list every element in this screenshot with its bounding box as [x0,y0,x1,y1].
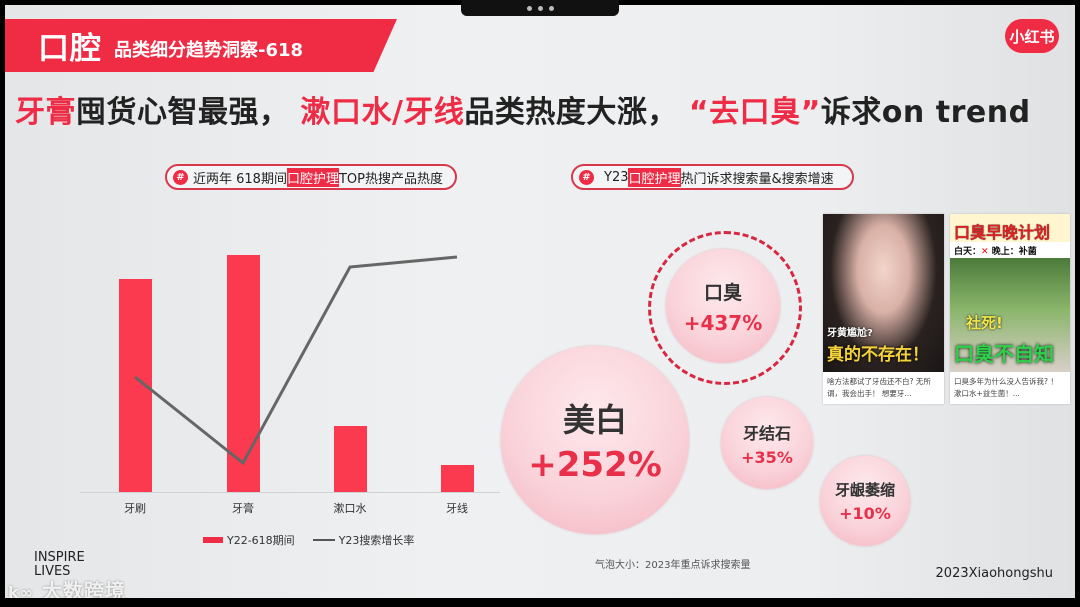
watermark-logo-icon: k∞ [8,583,34,598]
tag-text: TOP热搜产品热度 [338,171,443,187]
post-caption: 啥方法都试了牙齿还不白? 无所谓，我会出手！ 想要牙... [827,377,931,398]
inspire-text: INSPIRE [34,550,85,565]
x-tick-label: 牙刷 [124,502,146,515]
overlay-text: 真的不存在！ [827,345,929,365]
bar-line-chart: 牙刷 牙膏 漱口水 牙线 [80,240,500,515]
tag-text: 热门诉求搜索量&搜索增速 [680,171,834,187]
x-tick-label: 牙线 [446,502,468,515]
headline-text: 诉求on trend [820,95,1031,130]
watermark: k∞ 大数跨境 [8,575,126,598]
bubble-label: 牙龈萎缩 [834,481,895,499]
tag-text: Y23 [604,169,629,185]
legend-label: Y23搜索增长率 [338,534,415,547]
bar-1 [227,255,260,492]
headline-highlight: “去口臭” [688,95,821,130]
bubble-whitening: 美白 +252% [501,346,689,534]
bar-2 [334,426,367,492]
headline-highlight: 漱口水/牙线 [300,95,465,130]
post-caption: 口臭多年为什么没人告诉我? ！ 漱口水+益生菌！... [954,377,1058,398]
x-tick-label: 漱口水 [333,502,367,515]
brand-footer: 2023Xiaohongshu [935,566,1053,581]
overlay-text: 社死! [966,314,1003,332]
overlay-text: 口臭早晚计划 [954,223,1051,242]
hashtag-icon: # [173,169,188,185]
xiaohongshu-logo: 小红书 [1005,19,1059,53]
banner-subtitle: 品类细分趋势洞察-618 [114,39,304,61]
bubble-value: +10% [839,504,891,523]
chart-legend: Y22-618期间 Y23搜索增长率 [203,532,414,548]
bubble-bad-breath: 口臭 +437% [666,249,780,363]
x-axis-line [80,492,500,493]
bubble-value: +35% [741,447,793,467]
post-thumbnail[interactable]: 牙黄尴尬? 真的不存在！ 啥方法都试了牙齿还不白? 无所谓，我会出手！ 想要牙.… [823,214,944,404]
window-notch [461,0,619,16]
post-image [950,214,1070,372]
headline-text: 品类热度大涨， [464,95,678,130]
bubble-label: 口臭 [703,281,742,304]
post-thumbnail[interactable]: 口臭早晚计划 白天：✕ 晚上：补菌 社死! 口臭不自知 口臭多年为什么没人告诉我… [950,214,1070,404]
watermark-text: 大数跨境 [41,579,126,598]
bar-3 [441,465,474,492]
overlay-text: 口臭不自知 [954,342,1054,366]
growth-line [134,255,458,466]
bubble-size-footnote: 气泡大小：2023年重点诉求搜索量 [595,560,751,571]
overlay-text: 牙黄尴尬? [827,328,873,339]
bubble-label: 美白 [562,401,627,439]
legend-label: Y22-618期间 [227,534,295,547]
bubble-label: 牙结石 [742,423,791,443]
bubble-tartar: 牙结石 +35% [721,397,813,489]
title-banner: 口腔 品类细分趋势洞察-618 [5,19,397,72]
headline-highlight: 牙膏 [15,95,76,130]
bubble-value: +437% [683,310,763,335]
slide: 口腔 品类细分趋势洞察-618 小红书 牙膏囤货心智最强， 漱口水/牙线品类热度… [5,5,1075,598]
banner-title: 口腔 [38,31,102,67]
hashtag-icon: # [579,169,594,185]
legend-line-swatch [312,539,335,541]
overlay-day: 白天： [954,247,982,257]
bubble-value: +252% [528,445,662,485]
tag-highlight: 口腔护理 [286,167,339,187]
post-image [823,214,944,372]
left-chart-tag: # 近两年 618期间 口腔护理 TOP热搜产品热度 [165,164,457,190]
tag-highlight: 口腔护理 [628,167,681,187]
headline: 牙膏囤货心智最强， 漱口水/牙线品类热度大涨， “去口臭”诉求on trend [15,87,1031,131]
overlay-night: 晚上：补菌 [991,247,1037,257]
overlay-text: 白天：✕ 晚上：补菌 [954,247,1037,257]
inspire-lives: INSPIRE LIVES [34,551,85,579]
headline-text: 囤货心智最强， [76,95,290,130]
tag-text: 近两年 618期间 [193,171,287,187]
legend-bar-swatch [203,537,223,543]
highlight-dashed-ring [648,231,802,385]
bubble-gum-recession: 牙龈萎缩 +10% [820,456,910,546]
right-chart-tag: # Y23 口腔护理 热门诉求搜索量&搜索增速 [571,164,854,190]
lives-text: LIVES [34,564,71,579]
x-tick-label: 牙膏 [232,502,254,515]
